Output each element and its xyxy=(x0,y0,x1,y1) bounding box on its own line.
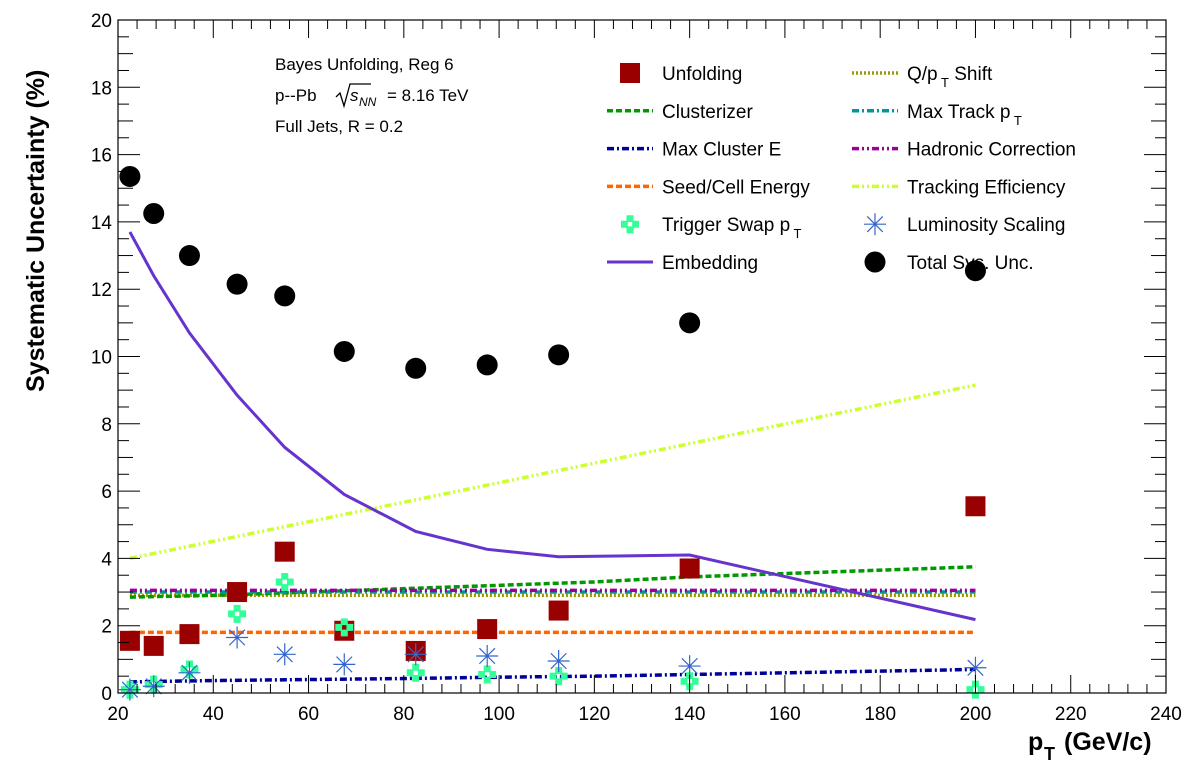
point-total-sys-unc xyxy=(274,285,296,307)
x-tick-label: 40 xyxy=(203,704,224,725)
y-tick-label: 16 xyxy=(91,146,112,167)
x-tick-label: 120 xyxy=(579,704,611,725)
y-tick-label: 4 xyxy=(101,549,112,570)
x-tick-label: 100 xyxy=(483,704,515,725)
legend: Unfolding Q/p T Shift Clusterizer Max Track… xyxy=(607,63,1076,274)
legend-label-max-cluster-e: Max Cluster E xyxy=(662,140,781,161)
legend-swatch-unfolding xyxy=(620,63,640,83)
y-tick-label: 6 xyxy=(101,482,112,503)
point-trigger-swap-p-t xyxy=(335,618,354,637)
legend-swatch-luminosity-scaling xyxy=(864,213,886,236)
x-tick-label: 200 xyxy=(960,704,992,725)
point-luminosity-scaling xyxy=(226,626,249,649)
svg-text:T: T xyxy=(1044,744,1055,764)
annotation-line-2-prefix: p--Pb xyxy=(275,86,317,105)
point-trigger-swap-p-t xyxy=(406,663,425,682)
x-tick-label: 160 xyxy=(769,704,801,725)
point-unfolding xyxy=(179,624,200,645)
series-line-max-cluster-e xyxy=(129,667,976,684)
annotation-line-1: Bayes Unfolding, Reg 6 xyxy=(275,55,454,74)
legend-swatch-trigger-swap-p-t xyxy=(621,215,639,234)
series-line-embedding xyxy=(128,231,976,622)
y-axis-title: Systematic Uncertainty (%) xyxy=(22,70,50,392)
point-luminosity-scaling xyxy=(678,655,701,678)
point-unfolding xyxy=(965,496,986,517)
point-total-sys-unc xyxy=(226,273,248,295)
series-line-tracking-efficiency xyxy=(129,383,976,561)
svg-text:p: p xyxy=(1028,728,1043,756)
x-tick-label: 220 xyxy=(1055,704,1087,725)
plot-frame: 20 40 60 80 100 120 140 160 180 200 220 240 0 2 4 6 8 10 1… xyxy=(91,11,1182,725)
point-unfolding xyxy=(548,600,569,621)
point-luminosity-scaling xyxy=(178,661,201,684)
point-luminosity-scaling xyxy=(547,650,570,673)
legend-label-unfolding: Unfolding xyxy=(662,64,742,85)
legend-label-hadronic-correction: Hadronic Correction xyxy=(907,140,1076,161)
point-unfolding xyxy=(119,630,140,651)
point-luminosity-scaling xyxy=(964,656,987,679)
series-lines-layer xyxy=(128,231,976,684)
point-unfolding xyxy=(477,619,498,640)
point-luminosity-scaling xyxy=(476,644,499,667)
legend-label-tracking-efficiency: Tracking Efficiency xyxy=(907,177,1066,198)
annotation-sqrt-s-sub: NN xyxy=(359,95,377,109)
series-markers-layer xyxy=(118,165,987,701)
x-tick-label: 180 xyxy=(864,704,896,725)
point-luminosity-scaling xyxy=(118,678,141,701)
sqrt-symbol xyxy=(335,83,371,109)
legend-label-max-track-p-t: Max Track p T xyxy=(907,102,1022,128)
y-tick-label: 2 xyxy=(101,617,112,638)
point-unfolding xyxy=(227,582,248,603)
point-total-sys-unc xyxy=(119,165,141,187)
legend-label-embedding: Embedding xyxy=(662,253,758,274)
x-tick-label: 20 xyxy=(107,704,128,725)
point-trigger-swap-p-t xyxy=(228,604,247,623)
annotation-line-3: Full Jets, R = 0.2 xyxy=(275,117,403,136)
y-tick-label: 20 xyxy=(91,11,112,32)
y-tick-label: 12 xyxy=(91,280,112,301)
svg-text:(GeV/c): (GeV/c) xyxy=(1064,728,1152,756)
x-axis-title: p T (GeV/c) xyxy=(1028,728,1152,764)
point-luminosity-scaling xyxy=(333,653,356,676)
point-total-sys-unc xyxy=(178,245,200,267)
point-unfolding xyxy=(143,635,164,656)
legend-label-q-p-t-shift: Q/p T Shift xyxy=(907,64,993,90)
y-tick-label: 8 xyxy=(101,415,112,436)
point-unfolding xyxy=(679,558,700,579)
point-total-sys-unc xyxy=(405,357,427,379)
point-luminosity-scaling xyxy=(273,643,296,666)
legend-label-luminosity-scaling: Luminosity Scaling xyxy=(907,215,1065,236)
legend-label-trigger-swap-p-t: Trigger Swap p T xyxy=(662,215,802,241)
point-luminosity-scaling xyxy=(142,675,165,698)
point-unfolding xyxy=(274,541,295,562)
point-total-sys-unc xyxy=(143,202,165,224)
y-tick-label: 18 xyxy=(91,78,112,99)
point-total-sys-unc xyxy=(333,340,355,362)
annotation-sqrt-s: s xyxy=(350,86,359,105)
point-total-sys-unc xyxy=(476,354,498,376)
legend-swatch-total-sys-unc xyxy=(864,251,886,273)
annotation-line-2-suffix: = 8.16 TeV xyxy=(387,86,469,105)
point-trigger-swap-p-t xyxy=(275,572,294,591)
point-total-sys-unc xyxy=(548,344,570,366)
x-tick-label: 80 xyxy=(393,704,414,725)
point-trigger-swap-p-t xyxy=(478,665,497,684)
x-tick-label: 140 xyxy=(674,704,706,725)
legend-label-seed-cell-energy: Seed/Cell Energy xyxy=(662,177,810,198)
legend-label-total-sys-unc: Total Sys. Unc. xyxy=(907,253,1034,274)
y-tick-label: 10 xyxy=(91,348,112,369)
point-total-sys-unc xyxy=(964,260,986,282)
point-luminosity-scaling xyxy=(404,643,427,666)
x-tick-label: 240 xyxy=(1150,704,1182,725)
y-tick-label: 14 xyxy=(91,213,113,234)
x-tick-label: 60 xyxy=(298,704,319,725)
y-tick-label: 0 xyxy=(101,684,112,705)
legend-label-clusterizer: Clusterizer xyxy=(662,102,753,123)
point-total-sys-unc xyxy=(679,312,701,334)
